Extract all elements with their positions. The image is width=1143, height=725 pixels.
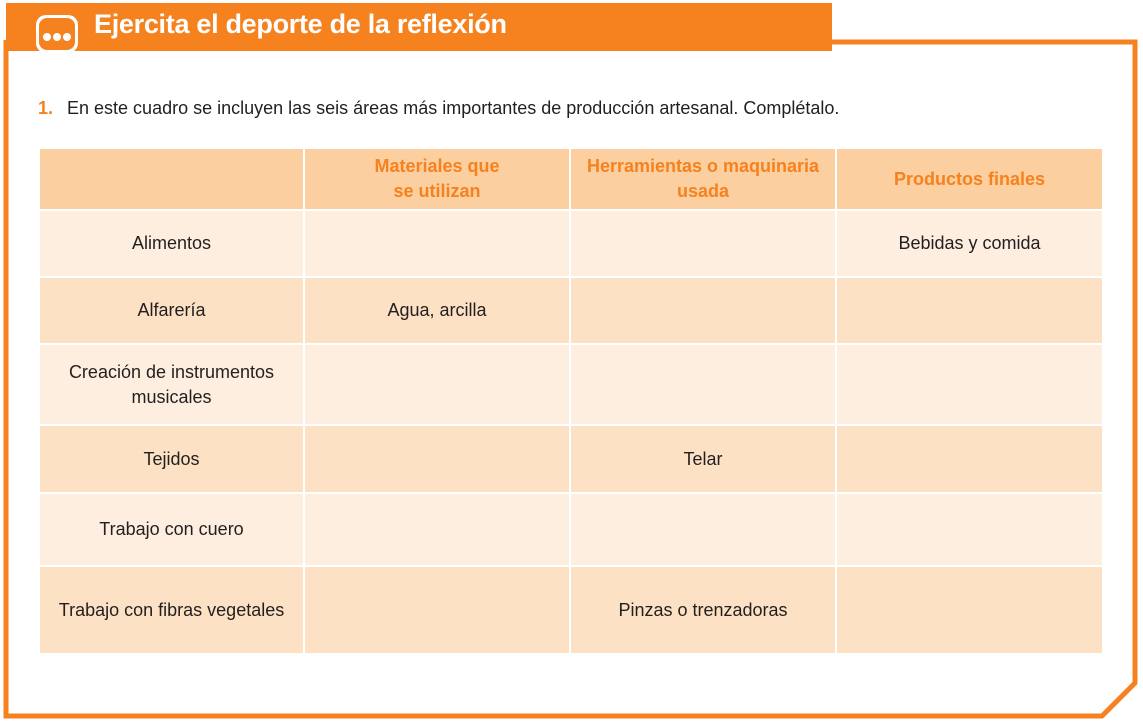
header-tools-text: Herramientas o maquinaria usada [586, 156, 820, 201]
header-cell-tools: Herramientas o maquinaria usada [571, 149, 837, 211]
materials-cell[interactable] [305, 494, 571, 567]
tools-cell[interactable] [571, 211, 837, 278]
instruction-number: 1. [38, 98, 54, 118]
area-cell: Alfarería [40, 278, 305, 345]
products-cell[interactable] [837, 278, 1102, 345]
products-cell[interactable] [837, 426, 1102, 494]
instruction: 1. En este cuadro se incluyen las seis ár… [38, 98, 839, 119]
table-row: Trabajo con cuero [40, 494, 1102, 567]
table-header-row: Materiales que se utilizan Herramientas … [40, 149, 1102, 211]
instruction-text: En este cuadro se incluyen las seis área… [67, 98, 840, 118]
area-cell: Trabajo con fibras vegetales [40, 567, 305, 655]
production-table: Materiales que se utilizan Herramientas … [40, 149, 1102, 655]
table-row: Alfarería Agua, arcilla [40, 278, 1102, 345]
products-cell[interactable] [837, 345, 1102, 426]
materials-cell[interactable] [305, 426, 571, 494]
materials-cell[interactable] [305, 345, 571, 426]
header-cell-products: Productos finales [837, 149, 1102, 211]
section-title: Ejercita el deporte de la reflexión [94, 9, 507, 39]
area-cell: Alimentos [40, 211, 305, 278]
header-cell-materials: Materiales que se utilizan [305, 149, 571, 211]
tools-cell[interactable] [571, 494, 837, 567]
area-cell: Trabajo con cuero [40, 494, 305, 567]
table-row: Tejidos Telar [40, 426, 1102, 494]
products-cell[interactable]: Bebidas y comida [837, 211, 1102, 278]
table-row: Creación de instrumentos musicales [40, 345, 1102, 426]
area-cell: Tejidos [40, 426, 305, 494]
materials-cell[interactable]: Agua, arcilla [305, 278, 571, 345]
table-row: Alimentos Bebidas y comida [40, 211, 1102, 278]
materials-cell[interactable] [305, 567, 571, 655]
tools-cell[interactable]: Pinzas o trenzadoras [571, 567, 837, 655]
materials-cell[interactable] [305, 211, 571, 278]
tools-cell[interactable]: Telar [571, 426, 837, 494]
products-cell[interactable] [837, 567, 1102, 655]
products-cell[interactable] [837, 494, 1102, 567]
section-banner: Ejercita el deporte de la reflexión [6, 3, 832, 53]
area-cell: Creación de instrumentos musicales [40, 345, 305, 426]
header-materials-text: Materiales que se utilizan [374, 156, 500, 201]
tools-cell[interactable] [571, 278, 837, 345]
tools-cell[interactable] [571, 345, 837, 426]
area-text: Creación de instrumentos musicales [68, 361, 275, 407]
table-row: Trabajo con fibras vegetales Pinzas o tr… [40, 567, 1102, 655]
header-cell-empty [40, 149, 305, 211]
ellipsis-icon [36, 15, 78, 53]
